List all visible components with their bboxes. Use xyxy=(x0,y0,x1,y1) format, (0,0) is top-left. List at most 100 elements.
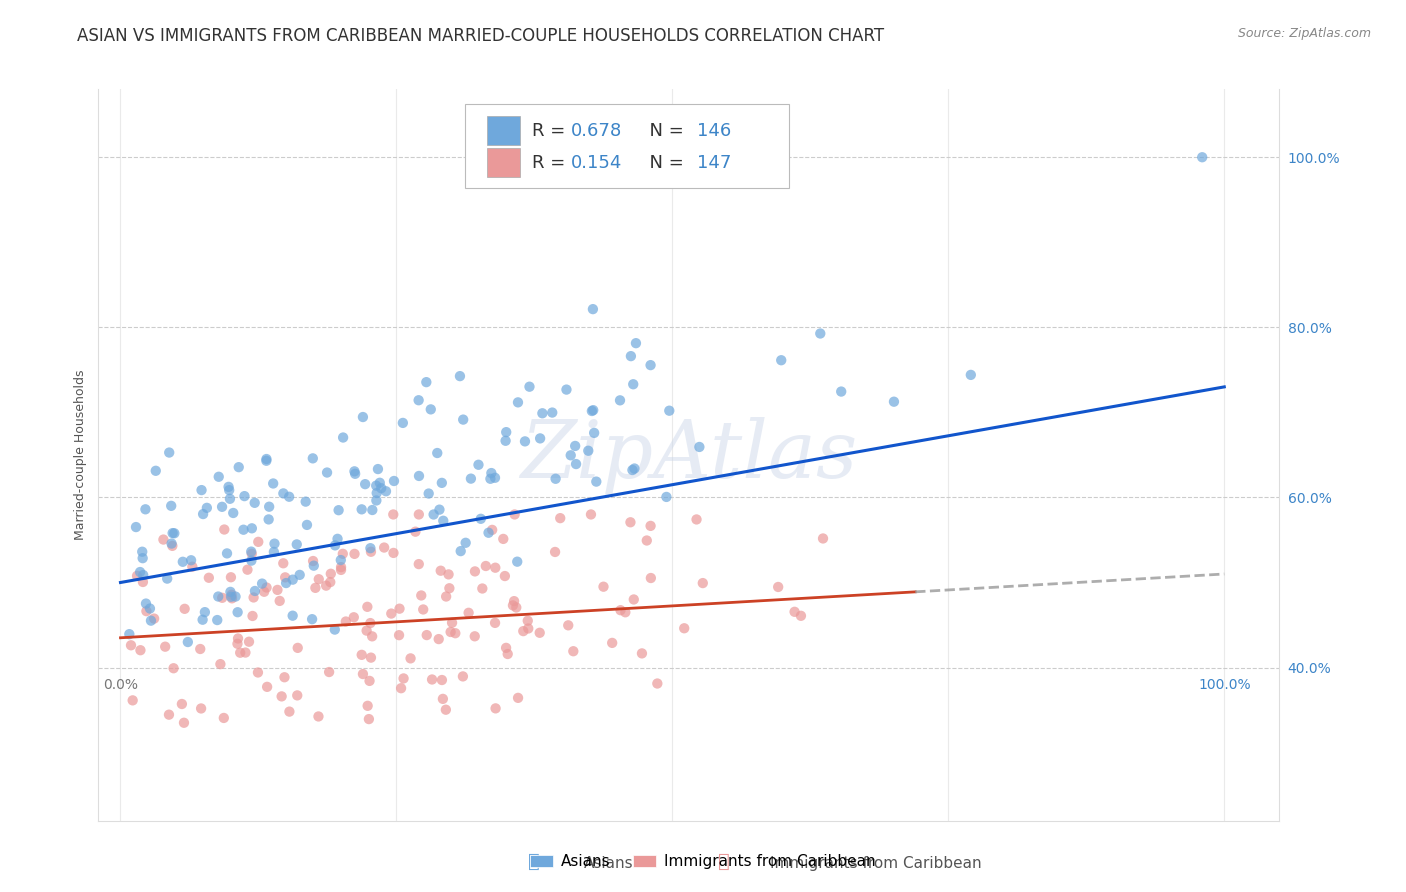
Point xyxy=(373,541,395,555)
Point xyxy=(156,572,179,586)
Point xyxy=(517,622,540,636)
Point xyxy=(143,611,166,625)
Point xyxy=(503,594,526,608)
Point xyxy=(256,581,278,595)
Point xyxy=(240,544,263,558)
Point xyxy=(404,524,426,539)
Point xyxy=(477,525,499,540)
Point xyxy=(582,403,605,417)
Point xyxy=(647,676,669,690)
Point xyxy=(429,502,451,516)
Point xyxy=(426,446,449,460)
Text: ZipAtlas: ZipAtlas xyxy=(520,417,858,493)
Point xyxy=(470,512,492,526)
Point xyxy=(382,474,405,488)
Point xyxy=(173,602,195,616)
Point xyxy=(269,594,291,608)
Point xyxy=(285,537,308,551)
Point xyxy=(609,393,631,408)
Point xyxy=(408,508,430,522)
Point xyxy=(581,404,603,418)
Point xyxy=(541,406,564,420)
Point xyxy=(157,707,180,722)
Point xyxy=(609,603,631,617)
Point xyxy=(519,380,541,394)
Text: Asians: Asians xyxy=(583,855,633,871)
Point xyxy=(240,521,263,535)
Point xyxy=(408,469,430,483)
Point xyxy=(188,642,211,657)
Point xyxy=(323,538,346,552)
Point xyxy=(125,569,148,583)
Point xyxy=(621,377,644,392)
Point xyxy=(415,375,437,389)
Point xyxy=(262,476,284,491)
Point xyxy=(361,503,384,517)
Point xyxy=(583,425,606,440)
Point xyxy=(505,600,527,615)
Point xyxy=(235,646,257,660)
Point xyxy=(408,393,430,408)
Point xyxy=(335,615,357,629)
Point xyxy=(484,560,506,574)
Point xyxy=(242,609,264,624)
Point xyxy=(356,698,378,713)
Point xyxy=(811,532,834,546)
Point xyxy=(513,434,536,449)
Point xyxy=(366,486,388,500)
Point xyxy=(467,458,489,472)
Point xyxy=(388,628,411,642)
Point xyxy=(614,605,637,619)
Point xyxy=(221,588,243,602)
Point xyxy=(330,560,353,574)
Point xyxy=(218,483,240,497)
Point xyxy=(132,568,155,582)
Point xyxy=(219,491,242,506)
Point xyxy=(315,579,337,593)
Point xyxy=(135,604,157,618)
Point xyxy=(382,546,405,560)
Point xyxy=(388,601,411,615)
Point xyxy=(495,434,517,448)
Point xyxy=(328,503,350,517)
Point xyxy=(619,516,641,530)
Point xyxy=(1191,150,1213,164)
Point xyxy=(240,547,263,561)
Point xyxy=(270,690,292,704)
Point xyxy=(191,613,214,627)
Point xyxy=(145,464,167,478)
Point xyxy=(516,614,538,628)
Point xyxy=(451,669,474,683)
Point xyxy=(173,715,195,730)
Point xyxy=(495,425,517,439)
Point xyxy=(688,440,710,454)
Point xyxy=(359,616,381,631)
Point xyxy=(226,632,249,646)
Point xyxy=(125,520,148,534)
Point xyxy=(271,556,294,570)
Point xyxy=(529,625,551,640)
Point xyxy=(198,571,221,585)
Point xyxy=(233,489,256,503)
Point xyxy=(332,430,354,444)
Point xyxy=(503,508,526,522)
Point xyxy=(620,349,643,363)
Point xyxy=(221,591,243,606)
Point xyxy=(274,576,297,591)
Point xyxy=(238,634,260,648)
Point xyxy=(959,368,981,382)
Point xyxy=(263,536,285,550)
Point xyxy=(207,590,229,604)
Point xyxy=(432,514,454,528)
Point xyxy=(332,547,354,561)
Point xyxy=(434,703,457,717)
Point xyxy=(790,608,813,623)
Point xyxy=(449,369,471,384)
Point xyxy=(420,673,443,687)
Point xyxy=(329,553,352,567)
Point xyxy=(481,523,503,537)
Point xyxy=(389,681,412,696)
Point xyxy=(685,512,707,526)
Point xyxy=(366,478,388,492)
Point xyxy=(350,502,373,516)
